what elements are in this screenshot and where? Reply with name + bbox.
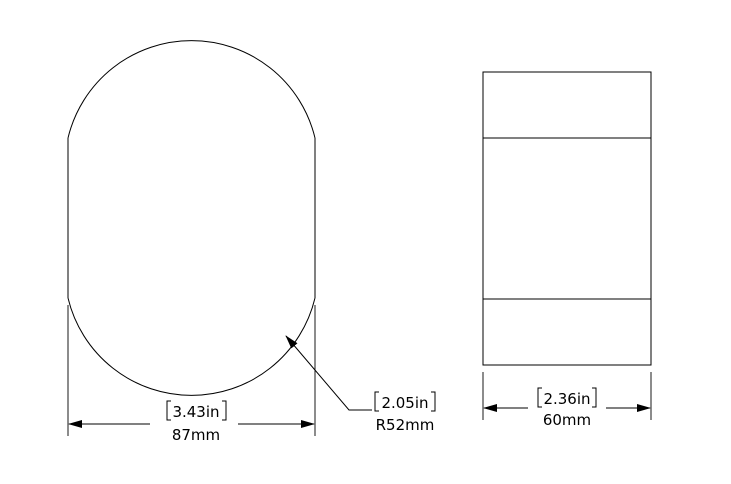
side-view-outline (482, 71, 652, 366)
front-width-bracket-right (222, 400, 227, 421)
radius-imperial-text: 2.05in (381, 394, 428, 412)
front-view-top-arc (67, 40, 316, 139)
side-view: 2.36in 60mm (482, 71, 652, 429)
front-width-imperial-text: 3.43in (172, 403, 219, 421)
front-width-metric-text: 87mm (172, 426, 220, 444)
radius-dimension-label: 2.05in R52mm (374, 391, 436, 434)
radius-bracket-right (431, 391, 436, 412)
front-width-dimension-label: 3.43in 87mm (166, 400, 227, 444)
side-width-bracket-left (537, 387, 542, 408)
radius-leader-line (285, 335, 372, 411)
front-width-bracket-left (166, 400, 171, 421)
front-view: 3.43in 87mm 2.05in R52mm (67, 40, 436, 444)
side-width-dimension-label: 2.36in 60mm (537, 387, 597, 429)
radius-metric-text: R52mm (376, 416, 435, 434)
radius-bracket-left (374, 391, 379, 412)
side-width-bracket-right (592, 387, 597, 408)
front-view-bottom-arc (67, 297, 316, 396)
side-width-imperial-text: 2.36in (543, 390, 590, 408)
side-width-metric-text: 60mm (543, 411, 591, 429)
